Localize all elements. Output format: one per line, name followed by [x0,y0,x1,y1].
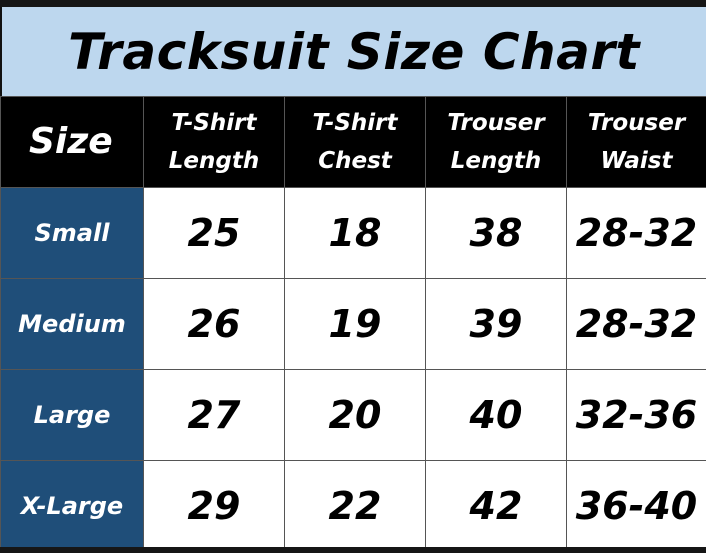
table-row: Large 27 20 40 32-36 [0,369,706,461]
cell: 25 [143,187,285,279]
cell: 28-32 [566,187,706,279]
cell: 32-36 [566,369,706,461]
cell: 22 [284,460,426,552]
chart-title: Tracksuit Size Chart [2,7,706,96]
table-row: Medium 26 19 39 28-32 [0,278,706,370]
header-tshirt-chest: T-Shirt Chest [284,96,426,188]
size-label: X-Large [0,460,144,552]
cell: 28-32 [566,278,706,370]
cell: 26 [143,278,285,370]
header-trouser-waist: Trouser Waist [566,96,706,188]
table-row: Small 25 18 38 28-32 [0,187,706,279]
size-label: Small [0,187,144,279]
header-line: Chest [318,148,392,174]
table-row: X-Large 29 22 42 36-40 [0,460,706,552]
header-size: Size [0,96,144,188]
header-trouser-length: Trouser Length [425,96,567,188]
header-line: Trouser [447,110,545,136]
size-label: Large [0,369,144,461]
size-table: Size T-Shirt Length T-Shirt Chest Trouser L… [0,96,706,552]
cell: 36-40 [566,460,706,552]
cell: 19 [284,278,426,370]
header-line: T-Shirt [312,110,398,136]
cell: 29 [143,460,285,552]
cell: 27 [143,369,285,461]
header-line: Length [450,148,542,174]
cell: 20 [284,369,426,461]
bottom-border [0,547,706,553]
header-line: Trouser [587,110,686,136]
cell: 38 [425,187,567,279]
cell: 42 [425,460,567,552]
header-tshirt-length: T-Shirt Length [143,96,285,188]
header-line: Length [168,148,260,174]
top-border [0,0,706,7]
header-line: Waist [600,148,673,174]
cell: 18 [284,187,426,279]
cell: 39 [425,278,567,370]
header-row: Size T-Shirt Length T-Shirt Chest Trouser L… [0,96,706,188]
header-line: T-Shirt [171,110,257,136]
size-label: Medium [0,278,144,370]
cell: 40 [425,369,567,461]
